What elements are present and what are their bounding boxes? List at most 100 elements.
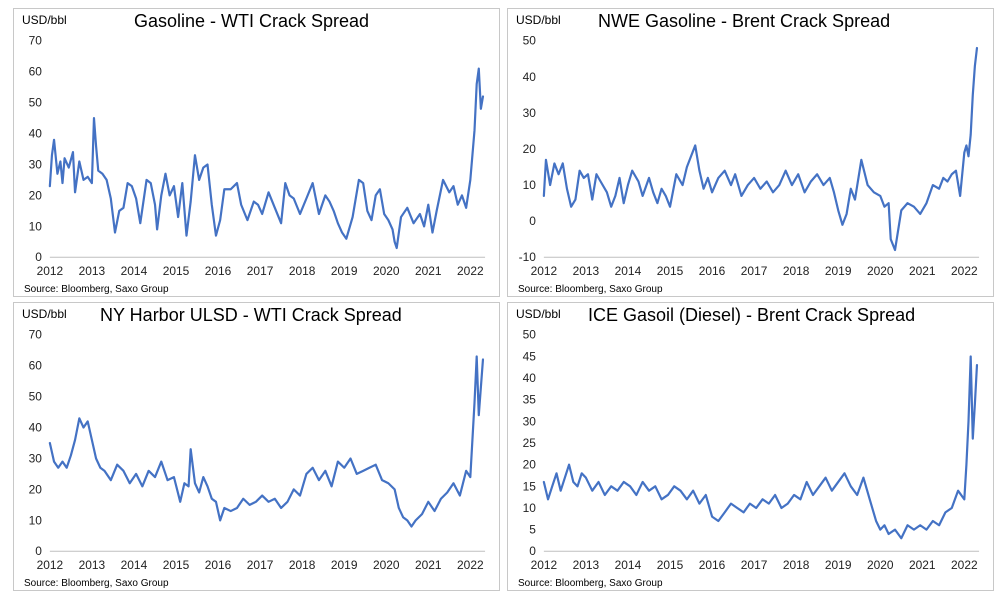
y-tick-label: 20	[523, 458, 537, 472]
x-tick-label: 2021	[415, 558, 442, 572]
y-tick-label: 50	[523, 328, 537, 342]
x-tick-label: 2019	[331, 264, 358, 278]
chart-source: Source: Bloomberg, Saxo Group	[518, 578, 663, 589]
chart-panel-ice-gasoil-brent: 0 5 10 15 20 25 30 35 40 45 50 2012 2013 2014 2015 2016…	[507, 302, 994, 591]
y-tick-label: 60	[29, 359, 43, 373]
y-unit-label: USD/bbl	[516, 307, 561, 321]
x-tick-label: 2022	[951, 264, 978, 278]
y-unit-label: USD/bbl	[22, 13, 67, 27]
chart-plot: 0 5 10 15 20 25 30 35 40 45 50 2012 2013 2014 2015 2016…	[523, 328, 980, 572]
y-tick-label: 10	[29, 513, 43, 527]
x-tick-label: 2013	[573, 558, 600, 572]
x-tick-label: 2021	[909, 264, 936, 278]
y-tick-label: 0	[529, 544, 536, 558]
x-tick-label: 2022	[457, 264, 484, 278]
y-tick-label: 70	[29, 328, 43, 342]
x-tick-label: 2015	[657, 558, 684, 572]
x-tick-label: 2013	[573, 264, 600, 278]
x-tick-label: 2017	[741, 558, 768, 572]
x-tick-label: 2022	[951, 558, 978, 572]
x-tick-label: 2019	[825, 264, 852, 278]
x-tick-label: 2012	[37, 558, 64, 572]
y-tick-label: 25	[523, 436, 537, 450]
x-tick-label: 2014	[615, 264, 642, 278]
series-line	[48, 67, 485, 250]
x-tick-label: 2020	[373, 264, 400, 278]
y-tick-label: 50	[29, 96, 43, 110]
chart-title: NWE Gasoline - Brent Crack Spread	[598, 11, 891, 31]
y-tick-label: 40	[523, 70, 537, 84]
x-tick-label: 2012	[531, 264, 558, 278]
x-tick-label: 2016	[205, 264, 232, 278]
chart-plot: 0 10 20 30 40 50 60 70 2012 2013 2014 2015 2016 2017 2…	[29, 34, 486, 278]
x-tick-label: 2014	[615, 558, 642, 572]
y-tick-label: 20	[29, 482, 43, 496]
series-line	[542, 355, 979, 540]
x-tick-label: 2021	[909, 558, 936, 572]
y-tick-label: 5	[529, 523, 536, 537]
x-tick-label: 2017	[247, 558, 274, 572]
chart-plot: -10 0 10 20 30 40 50 2012 2013 2014 2015 2016 2017 20…	[519, 34, 980, 278]
x-tick-label: 2016	[699, 558, 726, 572]
chart-source: Source: Bloomberg, Saxo Group	[518, 284, 663, 295]
x-tick-label: 2012	[531, 558, 558, 572]
x-tick-label: 2020	[867, 558, 894, 572]
y-tick-label: 30	[523, 106, 537, 120]
x-tick-label: 2012	[37, 264, 64, 278]
chart-title: Gasoline - WTI Crack Spread	[134, 11, 370, 31]
chart-title: ICE Gasoil (Diesel) - Brent Crack Spread	[588, 305, 916, 325]
y-tick-label: 0	[529, 214, 536, 228]
chart-source: Source: Bloomberg, Saxo Group	[24, 578, 169, 589]
y-tick-label: 10	[523, 178, 537, 192]
x-tick-label: 2017	[741, 264, 768, 278]
x-tick-label: 2018	[783, 558, 810, 572]
x-tick-label: 2022	[457, 558, 484, 572]
x-tick-label: 2021	[415, 264, 442, 278]
y-tick-label: 20	[523, 142, 537, 156]
chart-source: Source: Bloomberg, Saxo Group	[24, 284, 169, 295]
y-tick-label: 10	[29, 219, 43, 233]
x-tick-label: 2018	[289, 558, 316, 572]
x-tick-label: 2016	[205, 558, 232, 572]
y-tick-label: 45	[523, 349, 537, 363]
y-tick-label: 40	[29, 127, 43, 141]
y-tick-label: 50	[523, 34, 537, 48]
y-tick-label: 10	[523, 501, 537, 515]
y-tick-label: 15	[523, 479, 537, 493]
x-tick-label: 2013	[79, 558, 106, 572]
x-tick-label: 2014	[121, 264, 148, 278]
y-tick-label: 40	[29, 421, 43, 435]
x-tick-label: 2015	[163, 264, 190, 278]
y-tick-label: 40	[523, 371, 537, 385]
series-line	[542, 46, 979, 252]
y-unit-label: USD/bbl	[22, 307, 67, 321]
chart-panel-nwe-gasoline-brent: -10 0 10 20 30 40 50 2012 2013 2014 2015 2016 2017 20…	[507, 8, 994, 297]
y-tick-label: 0	[35, 544, 42, 558]
x-tick-label: 2019	[825, 558, 852, 572]
chart-panel-ny-harbor-ulsd-wti: 0 10 20 30 40 50 60 70 2012 2013 2014 2015 2016 2017 2…	[13, 302, 500, 591]
y-tick-label: 20	[29, 188, 43, 202]
y-tick-label: 30	[29, 451, 43, 465]
x-tick-label: 2018	[783, 264, 810, 278]
y-tick-label: 0	[35, 250, 42, 264]
y-tick-label: 30	[29, 157, 43, 171]
chart-title: NY Harbor ULSD - WTI Crack Spread	[100, 305, 402, 325]
y-tick-label: 35	[523, 393, 537, 407]
y-tick-label: 60	[29, 65, 43, 79]
x-tick-label: 2015	[657, 264, 684, 278]
chart-plot: 0 10 20 30 40 50 60 70 2012 2013 2014 2015 2016 2017 2…	[29, 328, 486, 572]
series-line	[48, 355, 485, 528]
x-tick-label: 2020	[867, 264, 894, 278]
x-tick-label: 2020	[373, 558, 400, 572]
x-tick-label: 2019	[331, 558, 358, 572]
x-tick-label: 2013	[79, 264, 106, 278]
y-tick-label: 70	[29, 34, 43, 48]
x-tick-label: 2016	[699, 264, 726, 278]
y-tick-label: -10	[519, 250, 537, 264]
x-tick-label: 2015	[163, 558, 190, 572]
x-tick-label: 2018	[289, 264, 316, 278]
x-tick-label: 2017	[247, 264, 274, 278]
x-tick-label: 2014	[121, 558, 148, 572]
chart-panel-gasoline-wti: 0 10 20 30 40 50 60 70 2012 2013 2014 2015 2016 2017 2…	[13, 8, 500, 297]
y-tick-label: 50	[29, 390, 43, 404]
